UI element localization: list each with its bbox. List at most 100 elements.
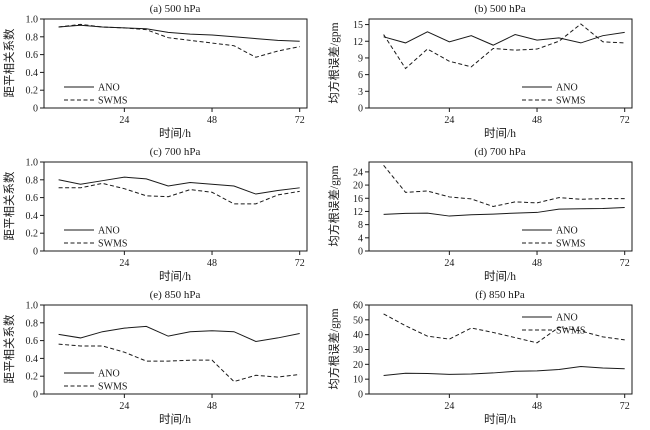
y-tick-label: 60 (353, 301, 363, 312)
y-tick-label: 1.0 (26, 15, 39, 26)
y-tick-label: 0.8 (26, 175, 39, 186)
panel-title: (f) 850 hPa (475, 289, 525, 301)
series-line-swms (383, 23, 625, 70)
panel-title: (b) 500 hPa (474, 3, 525, 15)
panel-b: (b) 500 hPa 均方根误差/gpm 时间/h 0 3 6 9 12 15 24 48 7… (325, 1, 650, 144)
x-tick-label: 72 (295, 401, 305, 412)
plot-area: 0 0.2 0.4 0.6 0.8 1.0 24 48 72 ANO SWMS (26, 15, 308, 126)
y-tick-label: 0 (358, 390, 363, 401)
x-axis-label: 时间/h (484, 270, 516, 283)
plot-area: 0 0.2 0.4 0.6 0.8 1.0 24 48 72 ANO SWMS (26, 158, 308, 269)
legend-label-swms: SWMS (98, 382, 127, 393)
y-axis-label: 距平相关系数 (2, 28, 16, 97)
y-tick-label: 1.0 (26, 301, 39, 312)
y-tick-label: 0.8 (26, 318, 39, 329)
x-tick-label: 24 (444, 115, 454, 126)
y-tick-label: 24 (353, 167, 363, 178)
legend-label-ano: ANO (98, 369, 120, 380)
axis-box (368, 304, 633, 395)
panel-title: (e) 850 hPa (150, 289, 201, 301)
chart-a-500hpa-acc: (a) 500 hPa 距平相关系数 时间/h 0 0.2 0.4 0.6 0.8 1.0… (2, 3, 308, 140)
x-tick-label: 72 (620, 115, 630, 126)
panel-title: (c) 700 hPa (150, 146, 201, 158)
chart-d-700hpa-rmse: (d) 700 hPa 均方根误差/gpm 时间/h 0 48 12 16 20 24 24… (327, 146, 633, 283)
y-tick-label: 16 (353, 194, 363, 205)
y-tick-label: 12 (353, 37, 363, 48)
x-tick-label: 24 (119, 115, 129, 126)
y-tick-label: 0.4 (26, 211, 39, 222)
x-tick-label: 48 (207, 401, 217, 412)
axis-box (43, 18, 308, 109)
y-tick-label: 0.8 (26, 32, 39, 43)
y-tick-label: 0.2 (26, 86, 39, 97)
x-tick-label: 24 (119, 401, 129, 412)
y-axis-label: 距平相关系数 (2, 171, 16, 240)
series-line-ano (383, 366, 625, 376)
series-line-ano (383, 206, 625, 217)
panel-title: (a) 500 hPa (150, 3, 201, 15)
legend-label-ano: ANO (556, 313, 578, 324)
axis-box (43, 161, 308, 252)
x-tick-label: 48 (532, 258, 542, 269)
y-tick-label: 0 (358, 247, 363, 258)
legend-label-swms: SWMS (98, 96, 127, 107)
series-line-swms (58, 343, 300, 383)
series-line-ano (383, 31, 625, 46)
x-tick-label: 24 (119, 258, 129, 269)
y-tick-label: 12 (353, 207, 363, 218)
y-axis-label: 均方根误差/gpm (327, 22, 341, 103)
x-tick-label: 48 (207, 258, 217, 269)
y-tick-label: 0.6 (26, 336, 39, 347)
y-tick-label: 0.4 (26, 68, 39, 79)
axis-box (368, 18, 633, 109)
x-tick-label: 72 (620, 401, 630, 412)
x-axis-label: 时间/h (159, 270, 191, 283)
x-tick-label: 72 (295, 258, 305, 269)
y-tick-label: 10 (353, 375, 363, 386)
legend-label-swms: SWMS (556, 96, 585, 107)
legend-label-swms: SWMS (98, 239, 127, 250)
x-tick-label: 24 (444, 258, 454, 269)
y-tick-label: 30 (353, 345, 363, 356)
panel-title: (d) 700 hPa (474, 146, 525, 158)
plot-area: 0 10 20 30 40 50 60 24 48 72 ANO SWMS (353, 301, 633, 412)
y-tick-label: 0.4 (26, 354, 39, 365)
y-tick-label: 0.6 (26, 50, 39, 61)
legend-label-ano: ANO (556, 83, 578, 94)
panel-c: (c) 700 hPa 距平相关系数 时间/h 0 0.2 0.4 0.6 0.8 1.0… (0, 144, 325, 287)
plot-area: 0 0.2 0.4 0.6 0.8 1.0 24 48 72 ANO SWMS (26, 301, 308, 412)
y-tick-label: 20 (353, 181, 363, 192)
y-tick-label: 0.6 (26, 193, 39, 204)
chart-c-700hpa-acc: (c) 700 hPa 距平相关系数 时间/h 0 0.2 0.4 0.6 0.8 1.0… (2, 146, 308, 283)
x-axis-label: 时间/h (159, 413, 191, 426)
x-tick-label: 72 (620, 258, 630, 269)
series-line-swms (383, 164, 625, 208)
chart-b-500hpa-rmse: (b) 500 hPa 均方根误差/gpm 时间/h 0 3 6 9 12 15 24 48 7… (327, 3, 633, 140)
x-axis-label: 时间/h (484, 127, 516, 140)
panel-e: (e) 850 hPa 距平相关系数 时间/h 0 0.2 0.4 0.6 0.8 1.0… (0, 287, 325, 430)
x-tick-label: 48 (207, 115, 217, 126)
y-tick-label: 0 (33, 247, 38, 258)
x-tick-label: 48 (532, 401, 542, 412)
y-tick-label: 15 (353, 20, 363, 31)
y-tick-label: 40 (353, 330, 363, 341)
y-axis-label: 均方根误差/gpm (327, 308, 341, 389)
series-line-ano (58, 325, 300, 343)
y-tick-label: 50 (353, 315, 363, 326)
legend-label-ano: ANO (98, 83, 120, 94)
y-tick-label: 3 (358, 87, 363, 98)
panel-a: (a) 500 hPa 距平相关系数 时间/h 0 0.2 0.4 0.6 0.8 1.0… (0, 1, 325, 144)
y-axis-label: 均方根误差/gpm (327, 165, 341, 246)
series-line-swms (383, 313, 625, 344)
panel-f: (f) 850 hPa 均方根误差/gpm 时间/h 0 10 20 30 40 50 60… (325, 287, 650, 430)
y-tick-label: 0.2 (26, 229, 39, 240)
y-tick-label: 9 (358, 53, 363, 64)
series-line-ano (58, 176, 300, 195)
y-tick-label: 1.0 (26, 158, 39, 169)
chart-f-850hpa-rmse: (f) 850 hPa 均方根误差/gpm 时间/h 0 10 20 30 40 50 60… (327, 289, 633, 426)
y-tick-label: 20 (353, 360, 363, 371)
y-tick-label: 0 (33, 390, 38, 401)
y-tick-label: 6 (358, 70, 363, 81)
